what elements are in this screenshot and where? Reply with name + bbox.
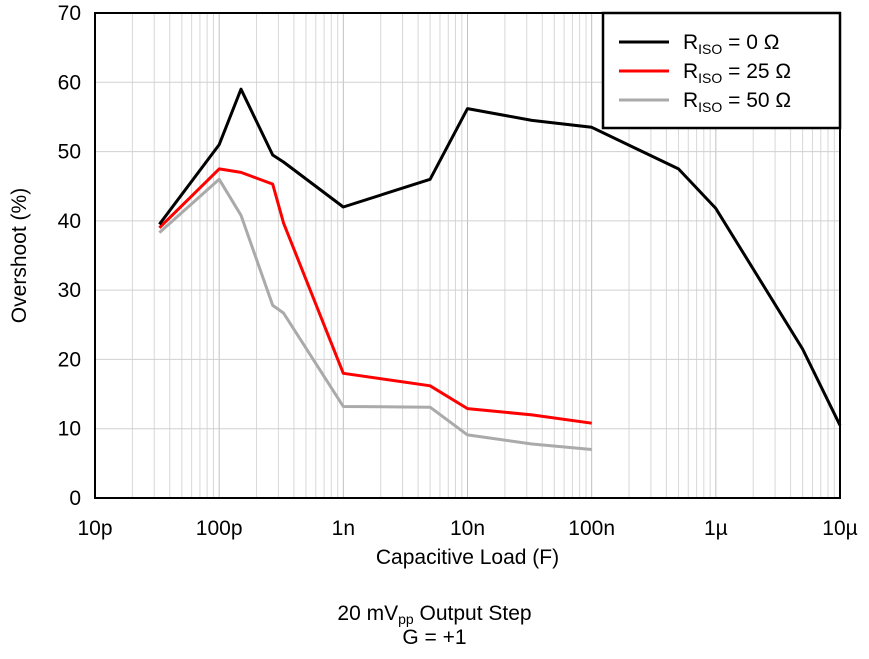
y-tick-label: 30 <box>58 279 81 302</box>
legend: RISO = 0 Ω RISO = 25 Ω RISO = 50 Ω <box>601 11 842 130</box>
y-tick-label: 20 <box>58 348 81 371</box>
y-axis-title: Overshoot (%) <box>8 188 31 323</box>
y-tick-label: 70 <box>58 2 81 25</box>
caption-step-sub: pp <box>398 611 414 627</box>
caption-line-2: G = +1 <box>402 626 467 649</box>
x-tick-label: 1µ <box>704 517 728 540</box>
series-line <box>158 87 842 426</box>
series-lines <box>158 87 842 451</box>
x-tick-label: 10n <box>450 517 485 540</box>
y-tick-label: 60 <box>58 71 81 94</box>
x-axis-title: Capacitive Load (F) <box>376 546 559 569</box>
series-line <box>158 177 592 451</box>
legend-label: RISO = 50 Ω <box>683 89 791 115</box>
axis-ticks: 0 10 20 30 40 50 60 70 10p 100p 1n 10n 100n 1µ 10µ <box>58 2 858 540</box>
caption-step-text: 20 mV <box>337 602 399 625</box>
x-tick-label: 10µ <box>822 517 857 540</box>
x-tick-label: 100n <box>568 517 615 540</box>
x-tick-label: 100p <box>196 517 243 540</box>
legend-label: RISO = 25 Ω <box>683 60 791 86</box>
legend-label: RISO = 0 Ω <box>683 31 779 57</box>
x-tick-label: 1n <box>332 517 355 540</box>
y-tick-label: 50 <box>58 141 81 164</box>
y-tick-label: 10 <box>58 418 81 441</box>
y-tick-label: 0 <box>69 487 81 510</box>
x-tick-label: 10p <box>77 517 112 540</box>
plot-frame <box>94 12 841 499</box>
series-line <box>158 167 592 425</box>
caption-step-suffix: Output Step <box>413 602 532 625</box>
grid <box>94 12 841 499</box>
caption-line-1: 20 mVpp Output Step <box>0 602 869 627</box>
y-tick-label: 40 <box>58 210 81 233</box>
